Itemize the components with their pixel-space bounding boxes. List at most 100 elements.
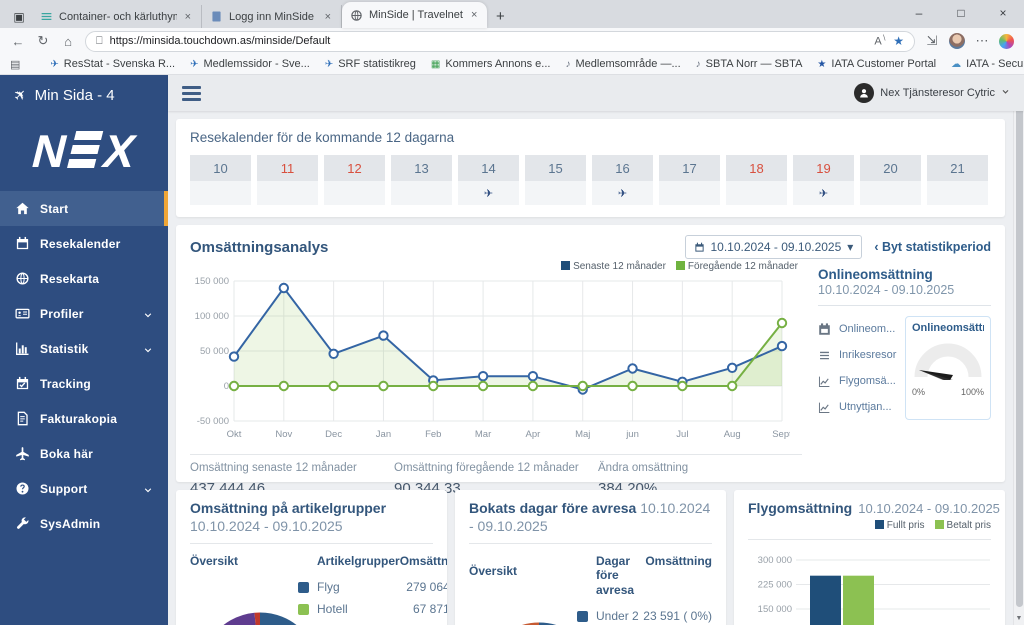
- content: Resekalender för de kommande 12 dagarna …: [168, 111, 1013, 625]
- bookmark-item[interactable]: ▦ Kommers Annons e...: [431, 58, 551, 70]
- home-icon: [16, 202, 29, 215]
- sidebar-item-label: Fakturakopia: [40, 411, 118, 426]
- refresh-icon[interactable]: ↻: [37, 33, 49, 48]
- reading-list-icon[interactable]: ▤: [10, 58, 21, 71]
- nex-logo: N X: [0, 115, 168, 185]
- revenue-analysis-card: Omsättningsanalys 10.10.2024 - 09.10.202…: [176, 225, 1005, 497]
- calendar-day[interactable]: 13: [391, 155, 452, 205]
- tab-strip: ▣ Container- och kärluthyming för × Logg…: [0, 0, 1024, 28]
- browser-tab[interactable]: Container- och kärluthyming för ×: [32, 5, 202, 28]
- sidebar-item-sysadmin[interactable]: SysAdmin: [0, 506, 168, 541]
- bookmark-item[interactable]: ✈ ResStat - Svenska R...: [50, 58, 175, 70]
- stat-label: Omsättning senaste 12 månader: [190, 462, 357, 474]
- bookmark-item[interactable]: ♪ SBTA Norr — SBTA: [696, 58, 803, 70]
- period-picker-button[interactable]: 10.10.2024 - 09.10.2025 ▾: [684, 235, 863, 259]
- sidebar-item-resekalender[interactable]: Resekalender: [0, 226, 168, 261]
- copilot-icon[interactable]: [999, 33, 1014, 49]
- bookmark-item[interactable]: ✈ Medlemssidor - Sve...: [190, 58, 310, 70]
- browser-tab[interactable]: MinSide | Travelnet ×: [342, 2, 488, 28]
- day-number: 21: [927, 155, 988, 181]
- calendar-day[interactable]: 12: [324, 155, 385, 205]
- online-metric-item[interactable]: Flygomsä...: [818, 368, 905, 394]
- read-aloud-icon[interactable]: A∖: [874, 35, 887, 48]
- svg-text:jun: jun: [625, 429, 639, 440]
- calendar-day[interactable]: 20: [860, 155, 921, 205]
- scrollbar-thumb[interactable]: [1016, 91, 1023, 607]
- gauge-card[interactable]: Onlineomsättning 0% 100%: [905, 316, 991, 420]
- calendar-day[interactable]: 17: [659, 155, 720, 205]
- tab-close-icon[interactable]: ×: [184, 10, 191, 23]
- calendar-day[interactable]: 21: [927, 155, 988, 205]
- svg-text:150 000: 150 000: [195, 276, 229, 287]
- url-text[interactable]: https://minsida.touchdown.as/minside/Def…: [109, 35, 331, 47]
- user-menu[interactable]: Nex Tjänsteresor Cytric: [854, 83, 1010, 103]
- bookmark-item[interactable]: ☁ IATA - SecureTrust P...: [951, 58, 1024, 70]
- analysis-title: Omsättningsanalys: [190, 238, 329, 256]
- minimize-icon[interactable]: –: [915, 6, 923, 20]
- browser-chrome: ▣ Container- och kärluthyming för × Logg…: [0, 0, 1024, 75]
- calendar-check-icon: [16, 376, 29, 390]
- calendar-day[interactable]: 16 ✈: [592, 155, 653, 205]
- tab-close-icon[interactable]: ×: [470, 9, 478, 21]
- sidebar-item-profiler[interactable]: Profiler: [0, 296, 168, 331]
- online-metric-item[interactable]: Utnyttjan...: [818, 394, 905, 420]
- svg-text:Nov: Nov: [275, 429, 292, 440]
- svg-text:100 000: 100 000: [195, 311, 229, 322]
- maximize-icon[interactable]: □: [957, 6, 965, 20]
- sidebar-item-statistik[interactable]: Statistik: [0, 331, 168, 366]
- calendar-day[interactable]: 11: [257, 155, 318, 205]
- change-period-link[interactable]: ‹ Byt statistikperiod: [874, 240, 991, 254]
- calendar-day[interactable]: 19 ✈: [793, 155, 854, 205]
- sidebar-item-fakturakopia[interactable]: Fakturakopia: [0, 401, 168, 436]
- sidebar-item-support[interactable]: Support: [0, 471, 168, 506]
- divider: [748, 539, 991, 540]
- close-icon[interactable]: ×: [999, 6, 1007, 20]
- sidebar-item-resekarta[interactable]: Resekarta: [0, 261, 168, 296]
- svg-text:Jan: Jan: [376, 429, 391, 440]
- tab-actions-icon[interactable]: ▣: [13, 10, 25, 24]
- tab-close-icon[interactable]: ×: [324, 10, 331, 23]
- new-tab-button[interactable]: +: [496, 8, 505, 25]
- sidebar-item-tracking[interactable]: Tracking: [0, 366, 168, 401]
- svg-text:300 000: 300 000: [758, 555, 792, 566]
- online-metric-item[interactable]: Inrikesresor: [818, 342, 905, 368]
- group-column-header: Dagar före avresa: [596, 554, 635, 597]
- favorite-star-icon[interactable]: ★: [893, 34, 904, 48]
- bookmark-item[interactable]: ★ IATA Customer Portal: [817, 58, 936, 70]
- calendar-day[interactable]: 10: [190, 155, 251, 205]
- legend-swatch: [934, 520, 944, 529]
- back-icon[interactable]: ←: [11, 33, 25, 49]
- bookmark-item[interactable]: ✈ SRF statistikreg: [325, 58, 416, 70]
- bookmark-item[interactable]: ♪ Medlemsområde —...: [565, 58, 680, 70]
- brand-title: Min Sida - 4: [34, 86, 115, 104]
- online-revenue-panel: Onlineomsättning 10.10.2024 - 09.10.2025…: [802, 261, 991, 497]
- svg-text:Dec: Dec: [325, 429, 342, 440]
- calendar-day[interactable]: 14 ✈: [458, 155, 519, 205]
- address-bar[interactable]: ⎕ https://minsida.touchdown.as/minside/D…: [85, 30, 915, 52]
- browser-tab[interactable]: Logg inn MinSide ×: [202, 5, 342, 28]
- scroll-down-icon[interactable]: ▼: [1015, 614, 1023, 622]
- online-metric-list: Onlineom... Inrikesresor Flygomsä... Utnytt…: [818, 316, 905, 420]
- svg-text:Feb: Feb: [425, 429, 441, 440]
- sidebar-item-label: Profiler: [40, 306, 84, 321]
- page-scrollbar[interactable]: ▲ ▼: [1013, 75, 1024, 625]
- calendar-day[interactable]: 18: [726, 155, 787, 205]
- online-metric-item[interactable]: Onlineom...: [818, 316, 905, 342]
- sidebar-item-start[interactable]: Start: [0, 191, 168, 226]
- calendar-day[interactable]: 15: [525, 155, 586, 205]
- day-body: [257, 181, 318, 205]
- row-label: Flyg: [317, 580, 340, 595]
- top-bar: Nex Tjänsteresor Cytric: [168, 75, 1024, 111]
- collections-icon[interactable]: ⇲: [926, 33, 938, 48]
- flight-revenue-period: 10.10.2024 - 09.10.2025: [858, 501, 1000, 516]
- sidebar-item-label: Start: [40, 201, 69, 216]
- group-column-header: Artikelgrupper: [317, 554, 400, 568]
- row-label: Under 2: [596, 609, 639, 624]
- settings-menu-icon[interactable]: ⋯: [975, 33, 989, 48]
- home-icon[interactable]: ⌂: [64, 33, 72, 49]
- svg-text:-50 000: -50 000: [197, 416, 229, 427]
- hamburger-menu-icon[interactable]: [182, 85, 201, 101]
- browser-profile-avatar[interactable]: [949, 33, 965, 49]
- stat-label: Ändra omsättning: [598, 462, 689, 474]
- sidebar-item-boka-h-r[interactable]: Boka här: [0, 436, 168, 471]
